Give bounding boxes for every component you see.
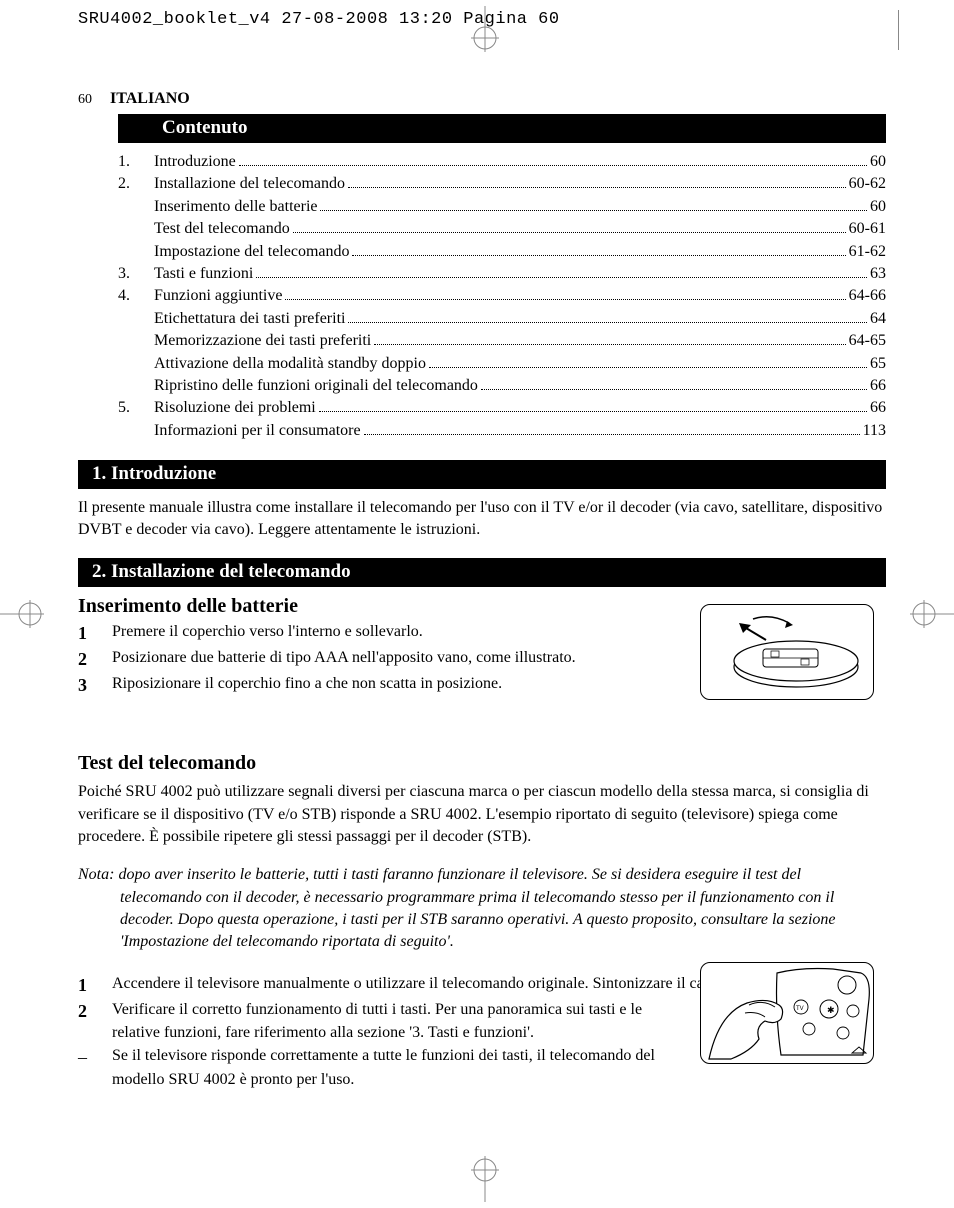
toc-label: Introduzione (154, 151, 236, 173)
step-text: Premere il coperchio verso l'interno e s… (112, 620, 686, 646)
svg-text:✱: ✱ (827, 1005, 835, 1015)
toc-row: Test del telecomando 60-61 (118, 218, 886, 240)
toc-page: 64 (870, 308, 886, 330)
language-label: ITALIANO (110, 90, 190, 107)
toc-num: 3. (118, 263, 154, 285)
step-number: 1 (78, 620, 112, 646)
step-row: 1Premere il coperchio verso l'interno e … (78, 620, 686, 646)
toc-leader-dots (285, 290, 845, 301)
section2-sub2-heading: Test del telecomando (78, 752, 886, 775)
toc-label: Installazione del telecomando (154, 173, 345, 195)
toc-leader-dots (352, 245, 845, 256)
section2-sub2-body: Poiché SRU 4002 può utilizzare segnali d… (78, 781, 886, 848)
crop-mark-top-icon (465, 6, 505, 56)
toc-leader-dots (239, 155, 867, 166)
table-of-contents: 1.Introduzione602.Installazione del tele… (118, 151, 886, 442)
toc-label: Impostazione del telecomando (154, 241, 349, 263)
toc-heading-bar: Contenuto (118, 114, 886, 143)
content-area: 60 ITALIANO Contenuto 1.Introduzione602.… (78, 90, 886, 1105)
step-text: Riposizionare il coperchio fino a che no… (112, 672, 686, 698)
toc-leader-dots (364, 424, 860, 435)
section2-note: Nota: dopo aver inserito le batterie, tu… (78, 864, 886, 954)
toc-label: Inserimento delle batterie (154, 196, 317, 218)
toc-row: 1.Introduzione 60 (118, 151, 886, 173)
toc-page: 66 (870, 397, 886, 419)
toc-leader-dots (374, 335, 845, 346)
toc-row: 5.Risoluzione dei problemi 66 (118, 397, 886, 419)
toc-row: Ripristino delle funzioni originali del … (118, 375, 886, 397)
toc-row: Inserimento delle batterie 60 (118, 196, 886, 218)
step-number: 2 (78, 646, 112, 672)
toc-leader-dots (348, 178, 846, 189)
toc-page: 113 (863, 420, 886, 442)
toc-label: Etichettatura dei tasti preferiti (154, 308, 345, 330)
step-number: 3 (78, 672, 112, 698)
figure-remote-test: ✱ TV (700, 962, 874, 1064)
toc-page: 63 (870, 263, 886, 285)
toc-leader-dots (348, 312, 867, 323)
step-row: 2Posizionare due batterie di tipo AAA ne… (78, 646, 686, 672)
toc-page: 60 (870, 196, 886, 218)
toc-label: Tasti e funzioni (154, 263, 253, 285)
toc-page: 64-65 (849, 330, 886, 352)
toc-row: Etichettatura dei tasti preferiti 64 (118, 308, 886, 330)
note-body-first: dopo aver inserito le batterie, tutti i … (118, 866, 801, 883)
page-number: 60 (78, 92, 92, 107)
figure-battery-insertion (700, 604, 874, 700)
toc-leader-dots (293, 223, 846, 234)
crop-mark-left-icon (0, 594, 50, 634)
toc-num: 2. (118, 173, 154, 195)
step-text: Posizionare due batterie di tipo AAA nel… (112, 646, 686, 672)
toc-page: 60-61 (849, 218, 886, 240)
toc-row: Impostazione del telecomando 61-62 (118, 241, 886, 263)
toc-page: 66 (870, 375, 886, 397)
svg-text:TV: TV (796, 1006, 804, 1012)
toc-leader-dots (481, 379, 867, 390)
page: SRU4002_booklet_v4 27-08-2008 13:20 Pagi… (0, 0, 954, 1208)
page-header: 60 ITALIANO (78, 90, 886, 108)
toc-page: 65 (870, 353, 886, 375)
section2-heading-bar: 2. Installazione del telecomando (78, 558, 886, 587)
note-body-rest: telecomando con il decoder, è necessario… (78, 887, 886, 954)
toc-row: Attivazione della modalità standby doppi… (118, 353, 886, 375)
toc-label: Funzioni aggiuntive (154, 285, 282, 307)
toc-row: 2.Installazione del telecomando 60-62 (118, 173, 886, 195)
section1-heading-bar: 1. Introduzione (78, 460, 886, 489)
step-number: 2 (78, 998, 112, 1044)
step-row: 3Riposizionare il coperchio fino a che n… (78, 672, 686, 698)
toc-label: Risoluzione dei problemi (154, 397, 316, 419)
toc-label: Informazioni per il consumatore (154, 420, 361, 442)
note-label: Nota: (78, 866, 118, 883)
toc-row: Memorizzazione dei tasti preferiti 64-65 (118, 330, 886, 352)
toc-label: Attivazione della modalità standby doppi… (154, 353, 426, 375)
toc-page: 61-62 (849, 241, 886, 263)
toc-row: 4.Funzioni aggiuntive 64-66 (118, 285, 886, 307)
toc-page: 60 (870, 151, 886, 173)
step-number: – (78, 1044, 112, 1090)
toc-num: 5. (118, 397, 154, 419)
step-number: 1 (78, 972, 112, 998)
toc-label: Ripristino delle funzioni originali del … (154, 375, 478, 397)
crop-mark-right-icon (904, 594, 954, 634)
toc-leader-dots (429, 357, 867, 368)
toc-leader-dots (319, 402, 867, 413)
toc-num: 1. (118, 151, 154, 173)
toc-num: 4. (118, 285, 154, 307)
crop-tick-tr-icon (898, 10, 900, 50)
toc-label: Memorizzazione dei tasti preferiti (154, 330, 371, 352)
toc-leader-dots (256, 267, 867, 278)
toc-row: 3.Tasti e funzioni 63 (118, 263, 886, 285)
crop-mark-bottom-icon (465, 1152, 505, 1202)
toc-leader-dots (320, 200, 867, 211)
section1-body: Il presente manuale illustra come instal… (78, 497, 886, 542)
toc-page: 60-62 (849, 173, 886, 195)
toc-label: Test del telecomando (154, 218, 290, 240)
toc-page: 64-66 (849, 285, 886, 307)
toc-row: Informazioni per il consumatore 113 (118, 420, 886, 442)
